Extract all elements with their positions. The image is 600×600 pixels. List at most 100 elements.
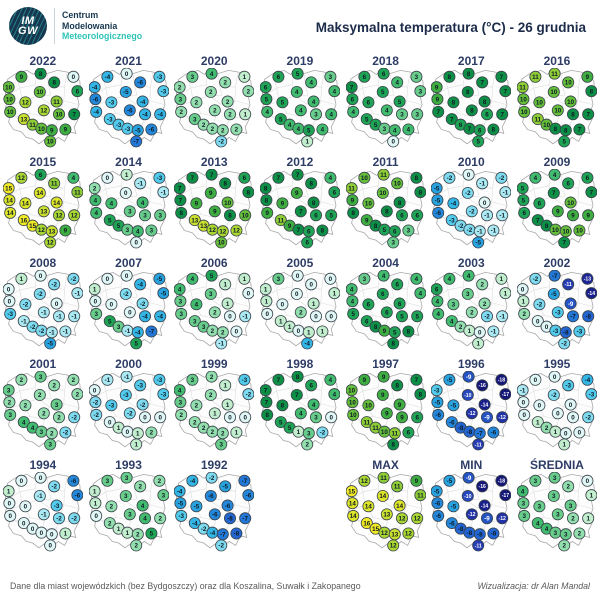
temperature-value: 2 <box>210 374 214 381</box>
map-panel-label: 2021 <box>115 54 142 68</box>
temperature-circle <box>409 474 422 487</box>
city-point-kielce: 0 <box>309 310 322 323</box>
temperature-value: 11 <box>532 74 539 81</box>
temperature-circle <box>316 224 329 237</box>
city-point-suwalki: 3 <box>324 70 337 83</box>
city-point-lublin: 1 <box>239 108 252 121</box>
city-point-kielce: 5 <box>395 310 408 323</box>
temperature-circle <box>582 108 595 121</box>
temperature-circle <box>259 384 272 397</box>
temperature-circle <box>2 81 15 94</box>
temperature-value: 6 <box>486 112 490 119</box>
temperature-value: 2 <box>247 88 251 95</box>
city-point-warszawa: 1 <box>221 297 234 310</box>
city-point-kielce: -4 <box>138 108 151 121</box>
temperature-circle <box>221 398 234 411</box>
temperature-circle <box>3 93 16 106</box>
city-point-lodz: 9 <box>209 205 222 218</box>
city-point-koszalin: 10 <box>357 171 370 184</box>
city-point-lodz: 4 <box>380 104 393 117</box>
city-point-gorzow: 14 <box>3 194 16 207</box>
temperature-circle <box>305 278 318 291</box>
temperature-value: 1 <box>265 298 269 305</box>
city-point-katowice: 0 <box>35 526 48 539</box>
temperature-circle <box>431 93 444 106</box>
temperature-value: -2 <box>219 139 225 146</box>
map-panel-2007: 2007 1 0 0 -4 -5 -5 0 -2 0 -2 3 0 -4 -4 5 3 -1 -4 -7 5 <box>86 256 172 353</box>
city-point-poznan: -5 <box>190 500 203 513</box>
city-point-olsztyn: 2 <box>219 76 232 89</box>
temperature-value: 7 <box>552 190 556 197</box>
city-point-warszawa: 0 <box>564 398 577 411</box>
temperature-circle <box>100 272 113 285</box>
temperature-value: -6 <box>435 500 441 507</box>
temperature-value: 4 <box>72 175 76 182</box>
temperature-circle <box>129 135 142 148</box>
temperature-circle <box>44 438 57 451</box>
temperature-value: 10 <box>7 109 14 116</box>
temperature-circle <box>301 438 314 451</box>
city-point-koszalin: 3 <box>529 474 542 487</box>
temperature-circle <box>481 108 494 121</box>
temperature-circle <box>377 169 390 181</box>
temperature-circle <box>59 325 72 338</box>
city-point-warszawa: 1 <box>221 398 234 411</box>
city-point-suwalki: 6 <box>581 171 594 184</box>
city-point-kielce: 9 <box>395 411 408 424</box>
temperature-circle <box>499 388 512 401</box>
city-point-torun: -5 <box>119 85 132 98</box>
temperature-circle <box>361 500 374 513</box>
temperature-value: -7 <box>148 329 154 336</box>
temperature-circle <box>138 209 151 222</box>
temperature-circle <box>476 76 489 89</box>
temperature-value: 6 <box>39 172 43 179</box>
city-point-bialystok: 1 <box>328 287 340 300</box>
city-point-katowice: 2 <box>206 324 219 337</box>
temperature-value: -3 <box>242 377 248 384</box>
temperature-value: 6 <box>522 210 526 217</box>
temperature-circle <box>380 306 393 319</box>
city-point-torun: 2 <box>205 388 218 401</box>
city-point-olsztyn: -2 <box>48 480 61 493</box>
temperature-circle <box>153 209 166 222</box>
temperature-value: -3 <box>156 74 162 81</box>
page-title: Maksymalna temperatura (°C) - 26 grudnia <box>315 20 586 35</box>
city-point-zakopane: 5 <box>472 135 485 148</box>
temperature-value: -3 <box>54 503 60 510</box>
temperature-circle <box>472 539 485 552</box>
temperature-circle <box>205 388 218 401</box>
temperature-value: 16 <box>363 520 370 527</box>
city-point-zakopane: 1 <box>472 337 485 350</box>
map-row: 2022 10 9 8 8 0 6 10 10 12 11 10 12 10 7 13 11 10 9 9 10 2021… <box>0 54 600 151</box>
city-point-koszalin: 8 <box>443 70 456 83</box>
map-panel-ŚREDNIA: ŚREDNIA 4 3 3 2 0 1 3 3 3 3 3 3 2 1 4 4 3 3 2 2 <box>514 458 600 555</box>
temperature-value: 1 <box>305 139 309 146</box>
city-point-gdansk: 0 <box>120 68 133 80</box>
temperature-value: 15 <box>29 223 36 230</box>
temperature-value: 1 <box>586 516 590 523</box>
city-point-kielce: -9 <box>481 512 494 525</box>
city-point-poznan: 14 <box>19 197 32 210</box>
city-point-zakopane: 5 <box>129 337 142 350</box>
temperature-value: 3 <box>554 530 558 537</box>
temperature-circle <box>189 113 202 126</box>
city-point-krakow: 13 <box>388 528 401 541</box>
temperature-value: 13 <box>48 228 55 235</box>
city-point-szczecin: 4 <box>174 283 186 296</box>
temperature-circle <box>209 306 222 319</box>
map-row: 2001 3 2 3 2 2 2 2 2 2 3 3 2 2 -2 4 4 3 2 -2 3 2000 0 -1 -1 -3 -3-… <box>0 357 600 454</box>
temperature-circle <box>230 325 243 338</box>
temperature-circle <box>395 209 408 222</box>
map-panel-label: ŚREDNIA <box>529 458 584 472</box>
temperature-circle <box>189 517 202 530</box>
city-point-gorzow: 0 <box>3 497 16 510</box>
temperature-circle <box>325 411 338 424</box>
temperature-value: 4 <box>553 172 557 179</box>
temperature-circle <box>230 426 243 439</box>
temperature-circle <box>316 123 329 136</box>
temperature-circle <box>52 108 65 121</box>
temperature-value: 1 <box>213 411 217 418</box>
temperature-circle <box>462 169 475 181</box>
